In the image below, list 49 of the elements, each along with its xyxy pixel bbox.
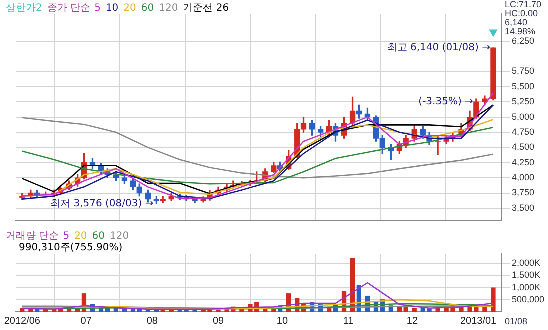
text: 60 xyxy=(141,3,154,14)
text: 5 xyxy=(94,3,101,14)
text: 5 xyxy=(63,231,70,242)
x-tick-label: 2012/06 xyxy=(4,316,41,327)
y-tick-label: 5,750 xyxy=(512,66,535,76)
x-tick-label: 12 xyxy=(406,316,418,327)
legend-title: 종가 단순 xyxy=(47,3,91,14)
text: 14.98% xyxy=(505,26,536,36)
y-tick-label: 5,500 xyxy=(512,81,535,92)
annotation: (-3.35%) → xyxy=(418,96,474,108)
y-tick-label: 3,750 xyxy=(512,188,535,198)
x-tick-label: 2013/01 xyxy=(460,316,498,327)
bar xyxy=(75,308,80,312)
y-tick-label: 5,250 xyxy=(512,96,535,107)
x-tick-label: 09 xyxy=(212,316,224,327)
text: 120 xyxy=(159,3,178,14)
bar xyxy=(491,288,496,312)
bar xyxy=(412,308,417,312)
bar xyxy=(482,306,488,312)
text: 60 xyxy=(92,231,106,242)
chart-subtitle: 990,310주(755.90%) xyxy=(19,242,123,254)
y-tick-label: 1,500K xyxy=(512,270,541,280)
y-tick-label: 4,250 xyxy=(512,157,535,168)
text: 기준선 26 xyxy=(183,3,230,14)
text: 120 xyxy=(110,231,130,242)
y-tick-label: 3,500 xyxy=(512,202,535,213)
x-tick-label: 11 xyxy=(343,316,354,327)
y-tick-label: 2,000K xyxy=(512,258,541,268)
x-tick-label: 07 xyxy=(80,316,92,327)
text: 6,140 xyxy=(505,17,528,28)
legend-title: 거래량 단순 xyxy=(6,231,60,242)
text: HC:0.00 xyxy=(505,8,538,18)
y-tick-label: 5,000 xyxy=(512,112,535,122)
text: 20 xyxy=(74,231,88,242)
text: 01/08 xyxy=(505,316,528,326)
text: 20 xyxy=(124,3,136,14)
y-tick-label: 1,000K xyxy=(512,282,541,292)
y-tick-label: 4,000 xyxy=(512,172,535,183)
annotation: 최저 3,576 (08/03) → xyxy=(50,198,154,210)
y-tick-label: 4,750 xyxy=(512,126,535,137)
annotation: 최고 6,140 (01/08) → xyxy=(387,42,490,54)
text: 10 xyxy=(106,3,119,14)
y-tick-label: 500,000 xyxy=(512,294,545,304)
y-tick-label: 4,500 xyxy=(512,142,535,152)
text: LC:71.70 xyxy=(505,0,542,10)
text: 상한가2 xyxy=(6,3,42,14)
x-tick-label: 10 xyxy=(276,316,288,327)
y-tick-label: 6,250 xyxy=(512,36,535,46)
x-tick-label: 08 xyxy=(146,316,158,327)
